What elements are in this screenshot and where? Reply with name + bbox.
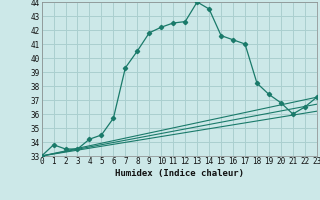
X-axis label: Humidex (Indice chaleur): Humidex (Indice chaleur) bbox=[115, 169, 244, 178]
